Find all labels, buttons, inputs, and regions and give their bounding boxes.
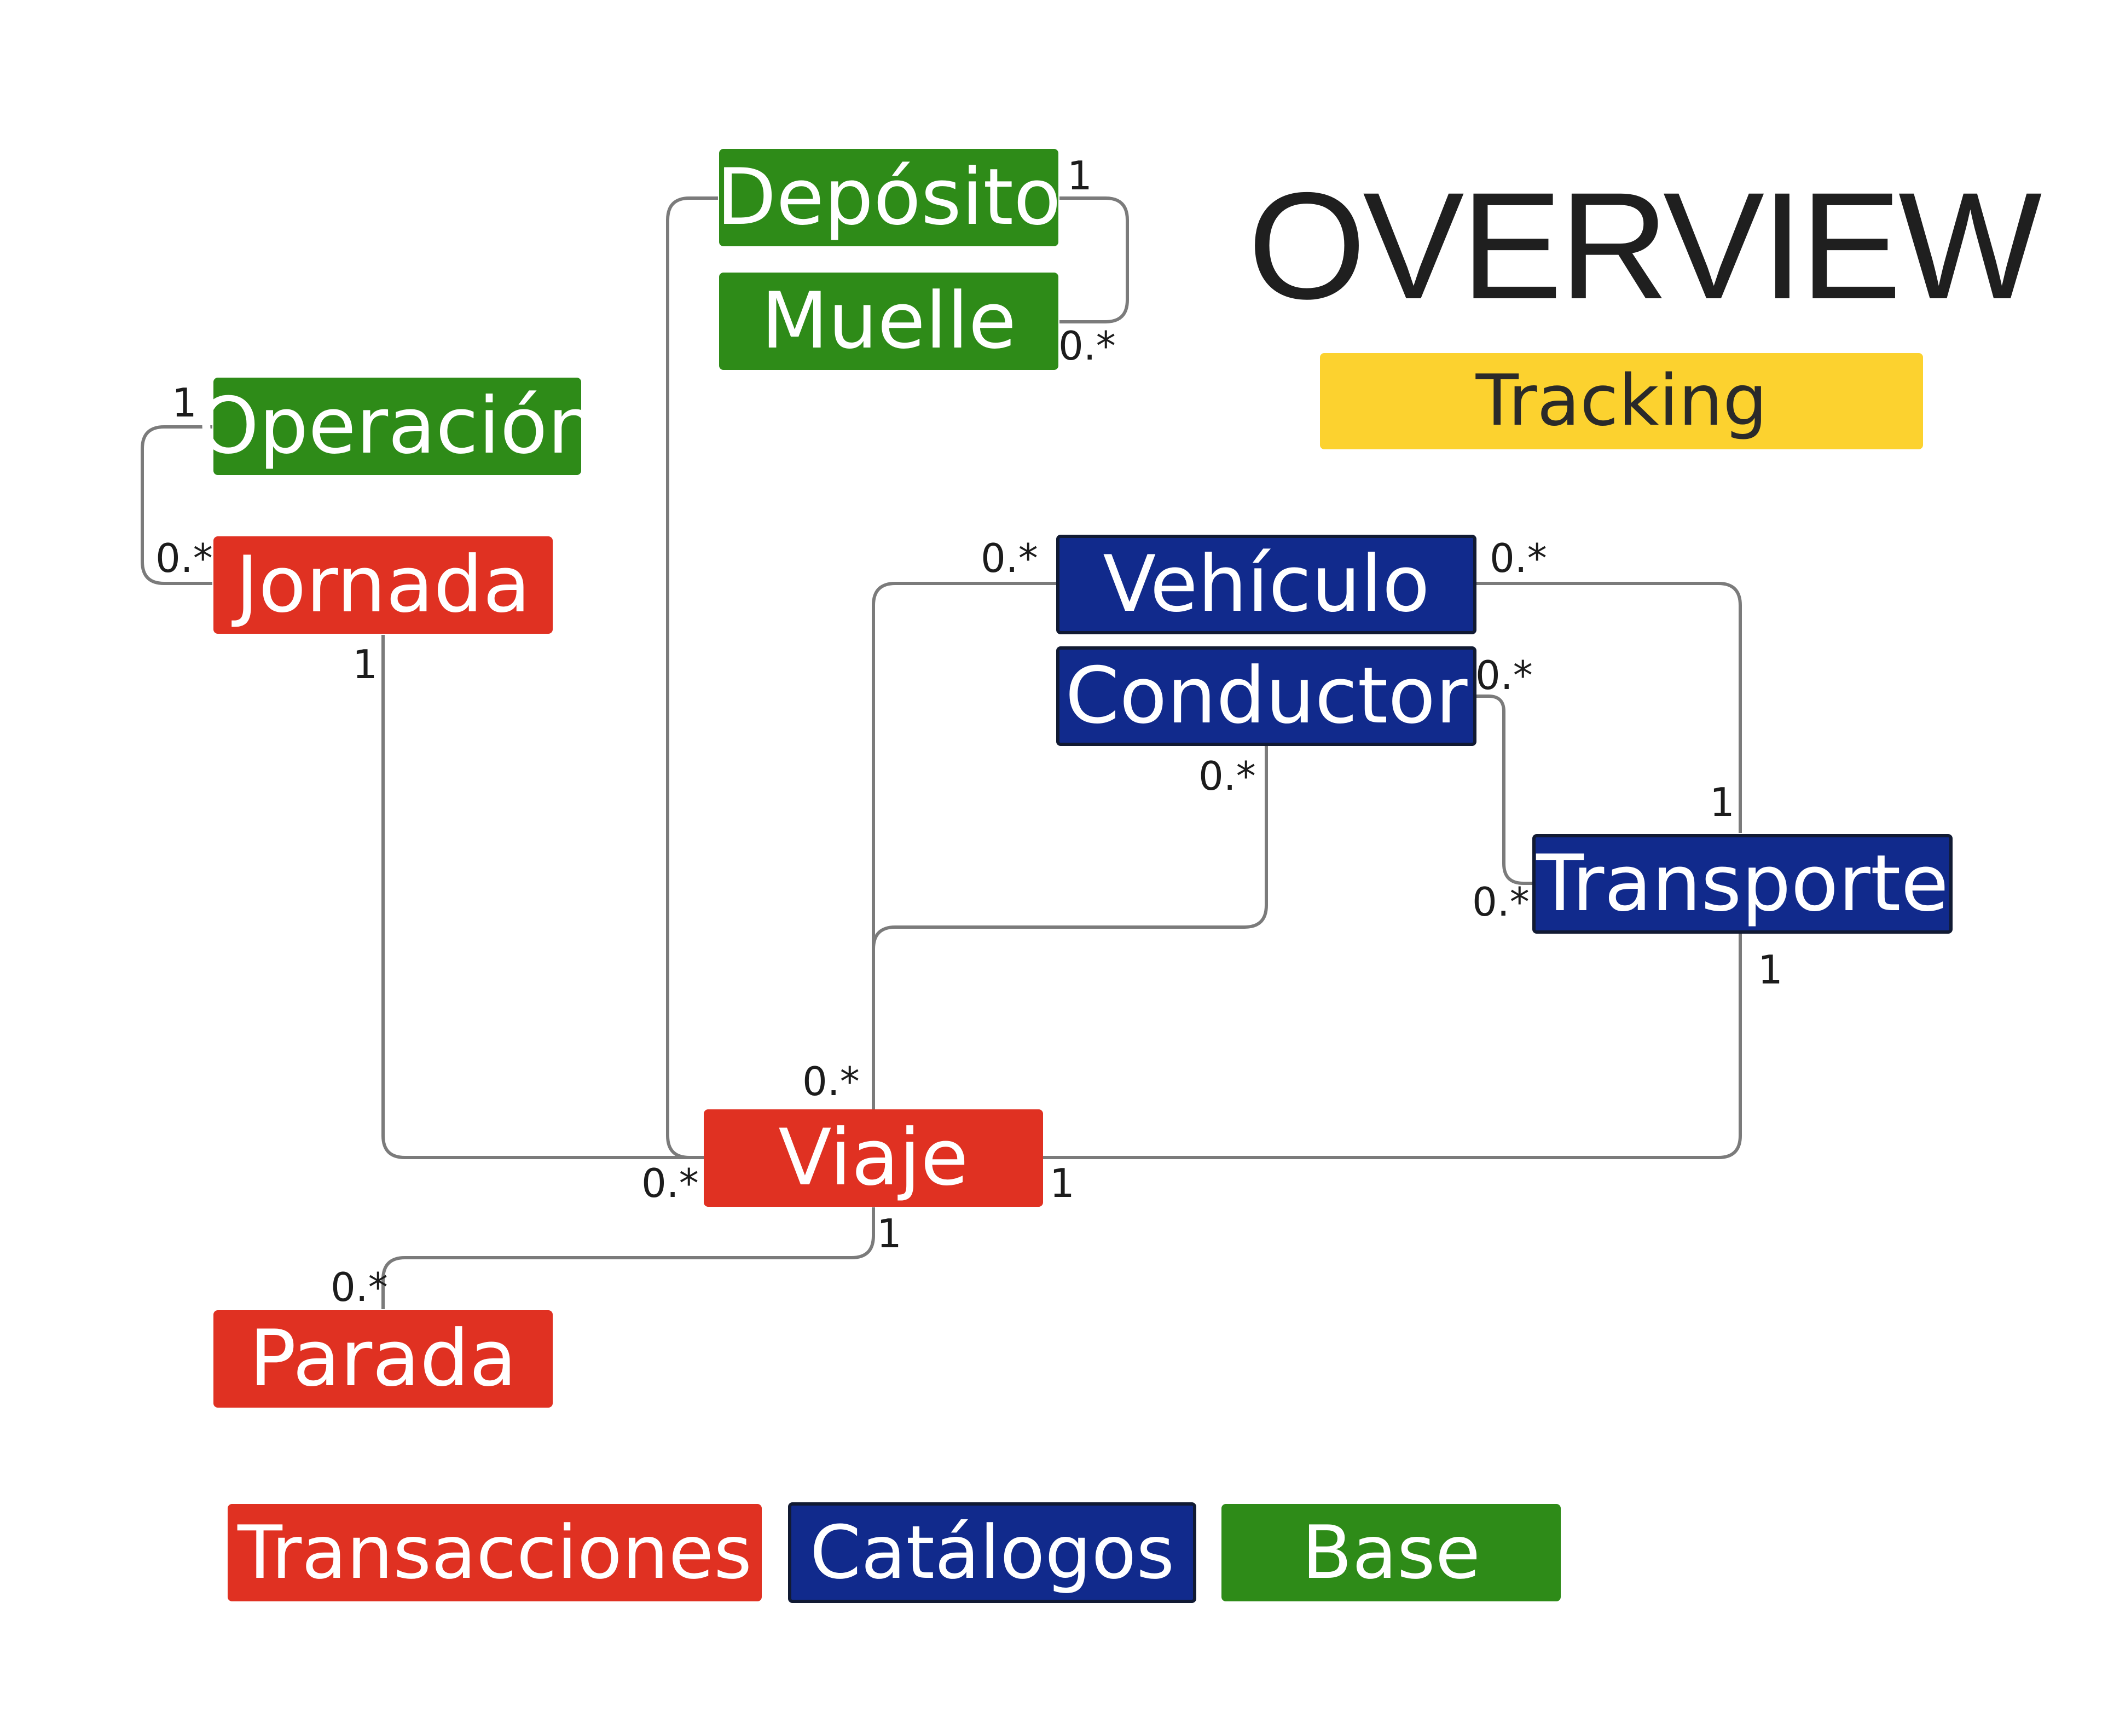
link-vehiculo-viaje	[872, 582, 1056, 1110]
mult-transporte-left-many: 0.*	[1472, 879, 1530, 925]
link-operacion-jornada	[141, 425, 212, 585]
link-deposito-muelle	[1059, 196, 1129, 323]
mult-viaje-right-one: 1	[1050, 1160, 1075, 1206]
link-transporte-viaje	[1043, 934, 1742, 1159]
mult-parada-many: 0.*	[331, 1264, 388, 1310]
mult-jornada-one: 1	[352, 641, 378, 687]
legend-base: Base	[1221, 1504, 1561, 1601]
entity-deposito[interactable]: Depósito	[716, 149, 1061, 246]
link-jornada-viaje	[381, 635, 704, 1159]
mult-muelle-many: 0.*	[1058, 323, 1116, 369]
link-viaje-parada	[381, 1207, 875, 1309]
subtitle-badge: Tracking	[1320, 353, 1923, 449]
legend-catalogos: Catálogos	[788, 1502, 1196, 1603]
entity-parada[interactable]: Parada	[213, 1310, 553, 1408]
entity-transporte[interactable]: Transporte	[1532, 834, 1953, 934]
entity-operacion[interactable]: Operación	[198, 378, 597, 475]
mult-conductor-right-many: 0.*	[1475, 652, 1533, 698]
page-title: OVERVIEW	[1248, 160, 2042, 331]
mult-deposito-one: 1	[1067, 153, 1092, 199]
legend-transacciones: Transacciones	[228, 1504, 762, 1601]
mult-conductor-bottom-many: 0.*	[1198, 753, 1256, 799]
link-deposito-viaje	[666, 196, 718, 1159]
entity-jornada[interactable]: Jornada	[213, 536, 553, 634]
link-conductor-viaje	[872, 745, 1268, 950]
mult-viaje-bottom-one: 1	[877, 1211, 902, 1257]
mult-vehiculo-right-many: 0.*	[1490, 535, 1547, 581]
mult-vehiculo-left-many: 0.*	[981, 535, 1038, 581]
mult-operacion-one: 1	[172, 380, 197, 426]
mult-transporte-top-one: 1	[1710, 779, 1735, 825]
entity-vehiculo[interactable]: Vehículo	[1056, 535, 1476, 634]
entity-muelle[interactable]: Muelle	[719, 273, 1058, 370]
mult-jornada-many: 0.*	[155, 535, 213, 581]
mult-transporte-bottom-one: 1	[1758, 947, 1783, 993]
entity-conductor[interactable]: Conductor	[1056, 646, 1476, 746]
mult-viaje-top-many: 0.*	[802, 1058, 860, 1104]
entity-viaje[interactable]: Viaje	[704, 1109, 1043, 1207]
link-conductor-transporte	[1475, 695, 1532, 885]
mult-viaje-left-many: 0.*	[641, 1160, 699, 1206]
link-vehiculo-transporte	[1475, 582, 1742, 833]
